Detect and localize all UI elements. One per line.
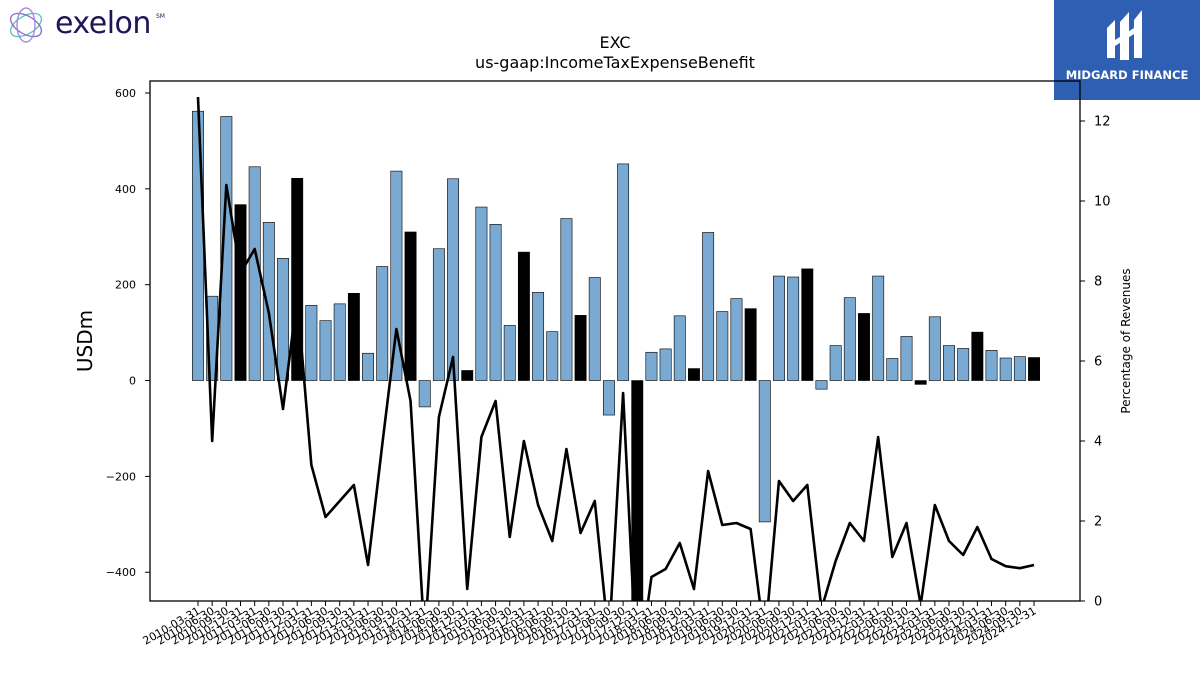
- bar-2011-03-31: [248, 166, 261, 381]
- bar-2015-03-31: [475, 206, 488, 381]
- bar-2016-09-30: [560, 218, 573, 381]
- midgard-finance-logo: MIDGARD FINANCE: [1054, 0, 1200, 100]
- exelon-flower-icon: [9, 7, 43, 43]
- y-tick-label: 600: [115, 87, 136, 100]
- y-tick-label: 200: [115, 279, 136, 292]
- y-tick-label: 400: [115, 183, 136, 196]
- bar-2022-06-30: [886, 358, 899, 381]
- bar-2019-06-30: [716, 311, 729, 381]
- bar-2024-03-31: [985, 350, 998, 381]
- bar-2015-09-30: [503, 325, 516, 381]
- bar-2017-06-30: [602, 380, 615, 416]
- bar-2018-09-30: [673, 315, 686, 381]
- bar-2019-12-31: [744, 308, 757, 381]
- bar-2022-12-31: [914, 380, 927, 385]
- bar-2016-12-31: [574, 315, 587, 381]
- bar-2024-09-30: [1013, 356, 1026, 381]
- bar-2017-03-31: [588, 277, 601, 381]
- bar-2018-03-31: [645, 351, 658, 381]
- bar-2018-12-31: [687, 368, 700, 381]
- y2-tick-label: 2: [1094, 515, 1102, 530]
- bar-2010-03-31: [192, 110, 204, 381]
- bar-2011-06-30: [262, 222, 275, 381]
- bar-2024-06-30: [999, 357, 1012, 381]
- bar-2014-09-30: [447, 178, 460, 381]
- y2-tick-label: 4: [1094, 435, 1102, 450]
- bar-2023-03-31: [928, 316, 941, 381]
- bar-2013-12-31: [404, 231, 417, 381]
- y2-tick-label: 12: [1094, 115, 1111, 130]
- bar-2020-09-30: [787, 276, 800, 381]
- bar-2020-12-31: [801, 268, 814, 381]
- bar-2018-06-30: [659, 348, 672, 381]
- bar-2012-06-30: [319, 320, 332, 381]
- exelon-wordmark: exelon: [55, 6, 151, 41]
- bar-2011-12-31: [291, 177, 304, 381]
- y-axis-label: USDm: [73, 310, 97, 372]
- bar-2021-09-30: [843, 297, 856, 381]
- bar-2021-12-31: [858, 313, 870, 381]
- midgard-wordmark: MIDGARD FINANCE: [1065, 68, 1189, 82]
- y2-tick-label: 6: [1094, 355, 1102, 370]
- revenue-percentage-line: [196, 96, 1035, 601]
- y2-axis-label: Percentage of Revenues: [1119, 268, 1133, 413]
- bar-2023-06-30: [943, 345, 955, 381]
- bar-2023-12-31: [971, 331, 984, 381]
- bar-2016-06-30: [546, 331, 559, 381]
- bar-2013-03-31: [362, 352, 374, 381]
- bar-2010-09-30: [220, 116, 233, 381]
- y2-tick-label: 10: [1094, 195, 1111, 210]
- bar-2021-03-31: [815, 380, 828, 390]
- plot-frame: [149, 80, 1081, 602]
- bar-2016-03-31: [532, 292, 545, 381]
- chart-subtitle: us-gaap:IncomeTaxExpenseBenefit: [475, 53, 755, 72]
- bar-2015-06-30: [489, 224, 502, 381]
- bar-2020-06-30: [773, 275, 785, 381]
- y2-tick-label: 0: [1094, 595, 1102, 610]
- bar-2017-09-30: [617, 163, 630, 381]
- service-mark: SM: [156, 13, 165, 20]
- bar-2013-09-30: [390, 170, 403, 381]
- y2-tick-label: 8: [1094, 275, 1102, 290]
- bar-2012-12-31: [347, 293, 360, 381]
- y-tick-label: −200: [106, 470, 136, 483]
- bar-2015-12-31: [517, 251, 530, 381]
- bar-2019-09-30: [730, 298, 743, 381]
- chart-title: EXC: [599, 33, 630, 52]
- midgard-emblem-icon: [1107, 10, 1142, 60]
- bar-2021-06-30: [829, 345, 842, 381]
- bar-2011-09-30: [277, 258, 289, 381]
- bar-2014-12-31: [461, 370, 474, 381]
- bar-2017-12-31: [631, 380, 644, 602]
- bar-2010-12-31: [234, 204, 247, 381]
- bar-2019-03-31: [702, 232, 715, 381]
- bar-2013-06-30: [376, 266, 389, 381]
- bar-2022-03-31: [872, 275, 885, 381]
- y-tick-label: 0: [129, 375, 136, 388]
- bar-2022-09-30: [900, 336, 913, 381]
- bar-2014-06-30: [432, 248, 445, 381]
- exelon-logo: exelon SM: [4, 4, 174, 48]
- bar-2012-03-31: [305, 304, 318, 381]
- bar-2014-03-31: [418, 380, 431, 408]
- bar-2023-09-30: [957, 348, 970, 381]
- bar-2012-09-30: [333, 303, 346, 381]
- bar-2020-03-31: [758, 380, 771, 523]
- bar-2024-12-31: [1028, 357, 1040, 381]
- y-tick-label: −400: [106, 566, 136, 579]
